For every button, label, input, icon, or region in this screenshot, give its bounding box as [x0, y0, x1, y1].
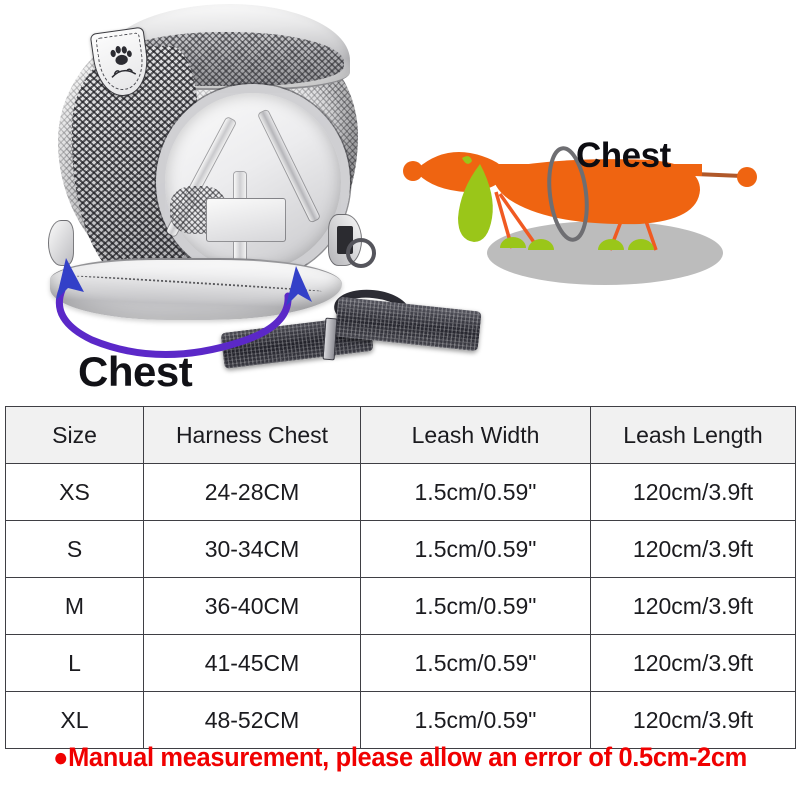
table-row: M 36-40CM 1.5cm/0.59" 120cm/3.9ft [5, 577, 796, 635]
arrow-up-right-icon [286, 266, 312, 306]
cell-size: XS [5, 463, 144, 521]
cell-harness-chest: 36-40CM [143, 577, 361, 635]
cell-leash-length: 120cm/3.9ft [590, 577, 796, 635]
cell-leash-width: 1.5cm/0.59" [360, 577, 591, 635]
harness-chest-label: Chest [78, 348, 193, 395]
cell-leash-length: 120cm/3.9ft [590, 634, 796, 692]
dog-head [418, 152, 505, 192]
harness-product-photo [28, 2, 398, 397]
arrow-up-left-icon [56, 258, 84, 300]
column-header-leash-length: Leash Length [590, 406, 796, 464]
cell-size: S [5, 520, 144, 578]
cell-size: L [5, 634, 144, 692]
cell-harness-chest: 24-28CM [143, 463, 361, 521]
dog-tail [694, 172, 743, 178]
badge-inner-border [95, 32, 147, 93]
cell-leash-width: 1.5cm/0.59" [360, 634, 591, 692]
cell-leash-length: 120cm/3.9ft [590, 520, 796, 578]
cell-leash-width: 1.5cm/0.59" [360, 520, 591, 578]
column-header-size: Size [5, 406, 144, 464]
size-chart-table: Size Harness Chest Leash Width Leash Len… [5, 406, 796, 749]
chest-measure-ring [547, 146, 589, 242]
dog-measurement-diagram [403, 146, 757, 285]
dog-chest-label: Chest [576, 136, 671, 175]
dog-paws [500, 237, 654, 250]
cell-leash-width: 1.5cm/0.59" [360, 691, 591, 749]
measurement-disclaimer-note: ●Manual measurement, please allow an err… [53, 742, 747, 772]
buckle-icon-left [48, 220, 74, 266]
cell-size: M [5, 577, 144, 635]
paw-icon [110, 45, 137, 78]
table-row: XL 48-52CM 1.5cm/0.59" 120cm/3.9ft [5, 691, 796, 749]
harness-inner-patch [206, 198, 286, 242]
table-header: Size Harness Chest Leash Width Leash Len… [5, 406, 796, 464]
illustration-area: Chest [28, 2, 757, 397]
table-row: L 41-45CM 1.5cm/0.59" 120cm/3.9ft [5, 634, 796, 692]
cell-harness-chest: 41-45CM [143, 634, 361, 692]
cell-harness-chest: 30-34CM [143, 520, 361, 578]
dog-shadow [487, 221, 723, 285]
column-header-leash-width: Leash Width [360, 406, 591, 464]
column-header-harness-chest: Harness Chest [143, 406, 361, 464]
d-ring-icon [346, 238, 376, 268]
table-row: XS 24-28CM 1.5cm/0.59" 120cm/3.9ft [5, 463, 796, 521]
cell-leash-length: 120cm/3.9ft [590, 463, 796, 521]
table-header-row: Size Harness Chest Leash Width Leash Len… [5, 406, 796, 464]
dog-nose [403, 161, 423, 181]
dog-eye [462, 156, 472, 164]
dog-tongue [458, 164, 493, 242]
cell-leash-width: 1.5cm/0.59" [360, 463, 591, 521]
table-row: S 30-34CM 1.5cm/0.59" 120cm/3.9ft [5, 520, 796, 578]
cell-harness-chest: 48-52CM [143, 691, 361, 749]
table-body: XS 24-28CM 1.5cm/0.59" 120cm/3.9ft S 30-… [5, 463, 796, 749]
dog-back [492, 164, 702, 176]
cell-size: XL [5, 691, 144, 749]
chest-measure-arc [55, 258, 312, 358]
cell-leash-length: 120cm/3.9ft [590, 691, 796, 749]
dog-tail-tip [737, 167, 757, 187]
